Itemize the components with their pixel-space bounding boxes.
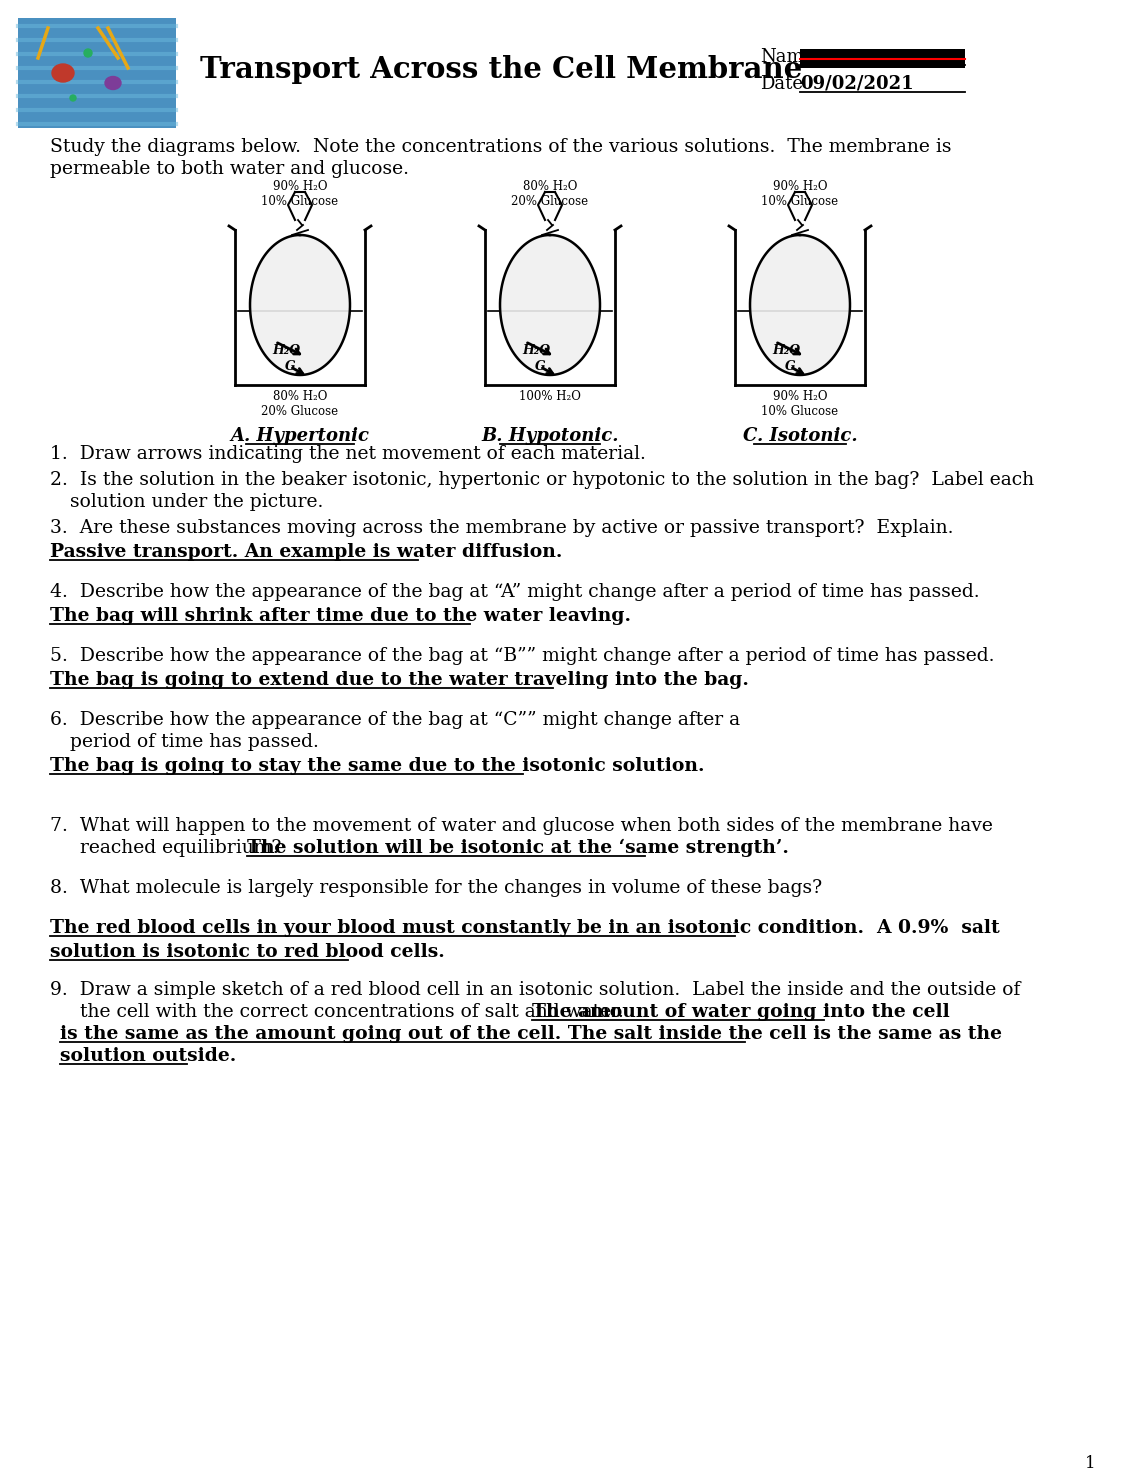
Text: Study the diagrams below.  Note the concentrations of the various solutions.  Th: Study the diagrams below. Note the conce…	[50, 139, 952, 156]
Text: 8.  What molecule is largely responsible for the changes in volume of these bags: 8. What molecule is largely responsible …	[50, 879, 822, 897]
Text: 9.  Draw a simple sketch of a red blood cell in an isotonic solution.  Label the: 9. Draw a simple sketch of a red blood c…	[50, 981, 1020, 999]
Text: The red blood cells in your blood must constantly be in an isotonic condition.  : The red blood cells in your blood must c…	[50, 919, 1000, 937]
Text: The solution will be isotonic at the ‘same strength’.: The solution will be isotonic at the ‘sa…	[247, 839, 789, 857]
Text: 80% H₂O
20% Glucose: 80% H₂O 20% Glucose	[512, 180, 588, 208]
Text: 1: 1	[1084, 1454, 1096, 1472]
Polygon shape	[750, 235, 850, 375]
Bar	[800, 49, 964, 68]
Polygon shape	[250, 235, 350, 375]
Text: Date: Date	[760, 75, 803, 93]
Text: G: G	[785, 360, 796, 373]
Text: C. Isotonic.: C. Isotonic.	[742, 426, 857, 445]
Text: H₂O: H₂O	[772, 344, 800, 357]
Text: G: G	[285, 360, 295, 373]
Text: 5.  Describe how the appearance of the bag at “B”” might change after a period o: 5. Describe how the appearance of the ba…	[50, 648, 994, 665]
Text: 90% H₂O
10% Glucose: 90% H₂O 10% Glucose	[261, 180, 339, 208]
Text: Transport Across the Cell Membrane: Transport Across the Cell Membrane	[200, 55, 803, 84]
Text: solution is isotonic to red blood cells.: solution is isotonic to red blood cells.	[50, 943, 445, 962]
FancyBboxPatch shape	[18, 18, 176, 128]
Text: 4.  Describe how the appearance of the bag at “A” might change after a period of: 4. Describe how the appearance of the ba…	[50, 583, 979, 600]
Text: permeable to both water and glucose.: permeable to both water and glucose.	[50, 159, 409, 178]
Text: 3.  Are these substances moving across the membrane by active or passive transpo: 3. Are these substances moving across th…	[50, 519, 953, 537]
Text: Passive transport. An example is water diffusion.: Passive transport. An example is water d…	[50, 543, 562, 560]
Ellipse shape	[70, 94, 76, 100]
Text: The bag will shrink after time due to the water leaving.: The bag will shrink after time due to th…	[50, 608, 632, 625]
Text: 80% H₂O
20% Glucose: 80% H₂O 20% Glucose	[261, 389, 339, 417]
Text: G: G	[535, 360, 546, 373]
Text: reached equilibrium?: reached equilibrium?	[50, 839, 293, 857]
Text: 09/02/2021: 09/02/2021	[800, 75, 913, 93]
Ellipse shape	[52, 63, 74, 83]
Text: H₂O: H₂O	[522, 344, 551, 357]
Text: solution under the picture.: solution under the picture.	[70, 493, 324, 510]
Ellipse shape	[84, 49, 92, 58]
Text: The amount of water going into the cell: The amount of water going into the cell	[531, 1003, 950, 1021]
Text: is the same as the amount going out of the cell. The salt inside the cell is the: is the same as the amount going out of t…	[60, 1025, 1002, 1043]
Text: 2.  Is the solution in the beaker isotonic, hypertonic or hypotonic to the solut: 2. Is the solution in the beaker isotoni…	[50, 471, 1034, 490]
Text: B. Hypotonic.: B. Hypotonic.	[481, 426, 619, 445]
Text: 7.  What will happen to the movement of water and glucose when both sides of the: 7. What will happen to the movement of w…	[50, 817, 993, 835]
Text: period of time has passed.: period of time has passed.	[70, 733, 319, 751]
Text: 100% H₂O: 100% H₂O	[519, 389, 581, 403]
Text: Name: Name	[760, 49, 814, 66]
Text: 90% H₂O
10% Glucose: 90% H₂O 10% Glucose	[762, 389, 839, 417]
Text: solution outside.: solution outside.	[60, 1047, 236, 1065]
Text: The bag is going to extend due to the water traveling into the bag.: The bag is going to extend due to the wa…	[50, 671, 749, 689]
Text: 1.  Draw arrows indicating the net movement of each material.: 1. Draw arrows indicating the net moveme…	[50, 445, 646, 463]
Text: 6.  Describe how the appearance of the bag at “C”” might change after a: 6. Describe how the appearance of the ba…	[50, 711, 740, 729]
Text: A. Hypertonic: A. Hypertonic	[230, 426, 369, 445]
Ellipse shape	[105, 77, 121, 90]
Text: 90% H₂O
10% Glucose: 90% H₂O 10% Glucose	[762, 180, 839, 208]
Text: H₂O: H₂O	[272, 344, 300, 357]
Text: the cell with the correct concentrations of salt and water.: the cell with the correct concentrations…	[50, 1003, 636, 1021]
Text: The bag is going to stay the same due to the isotonic solution.: The bag is going to stay the same due to…	[50, 757, 705, 774]
Polygon shape	[500, 235, 600, 375]
